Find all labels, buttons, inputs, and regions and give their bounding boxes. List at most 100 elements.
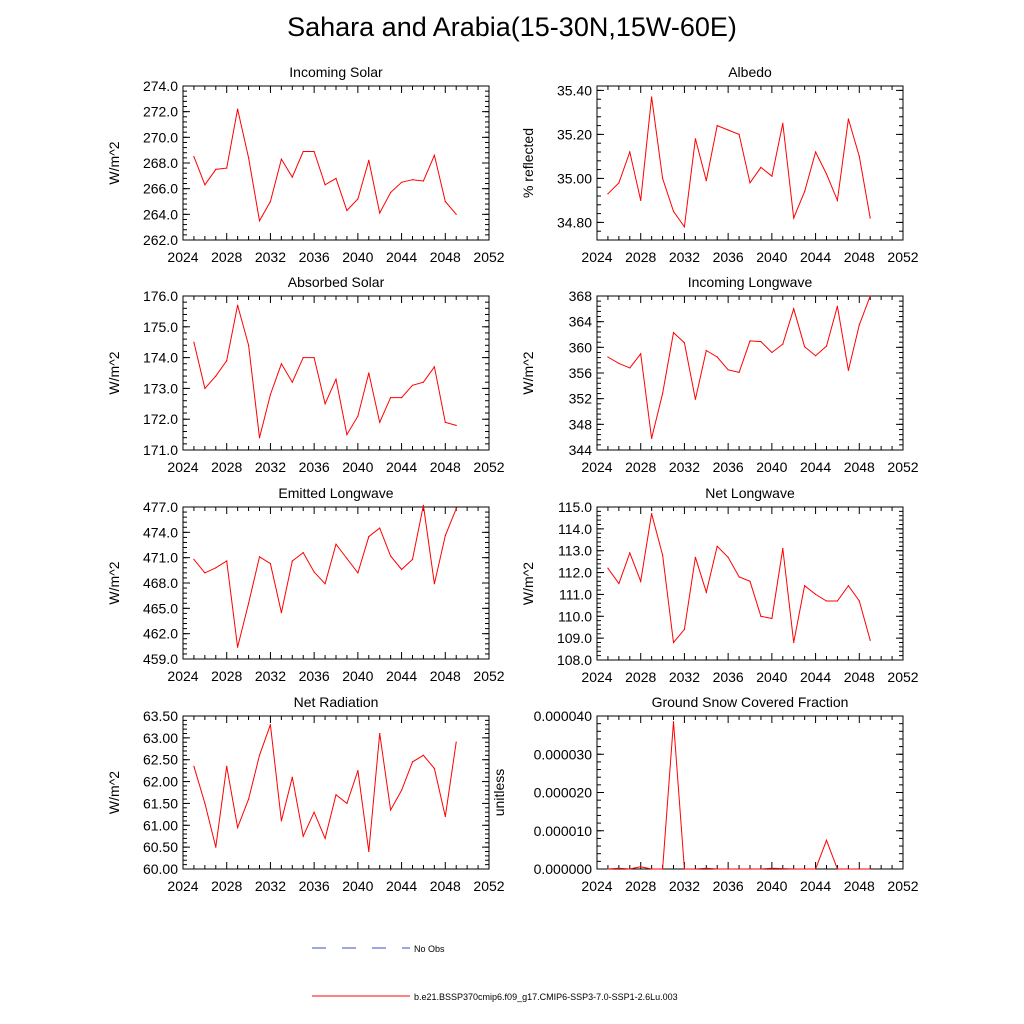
data-point	[280, 363, 282, 365]
x-tick-label: 2040	[342, 878, 373, 894]
legend-label: b.e21.BSSP370cmip6.f09_g17.CMIP6-SSP3-7.…	[414, 992, 678, 1002]
data-point	[215, 168, 217, 170]
data-point	[324, 184, 326, 186]
data-point	[683, 868, 686, 870]
data-point	[357, 572, 359, 574]
legend: No Obs b.e21.BSSP370cmip6.f09_g17.CMIP6-S…	[312, 944, 678, 1002]
data-point	[269, 563, 271, 565]
data-point	[749, 580, 751, 582]
data-point	[411, 384, 414, 386]
data-point	[672, 332, 675, 334]
x-tick-label: 2048	[844, 249, 875, 265]
y-tick-label: 112.0	[558, 565, 592, 581]
y-tick-label: 35.00	[557, 170, 592, 186]
plot-frame	[182, 506, 490, 660]
y-tick-label: 268.0	[143, 155, 178, 171]
data-point	[280, 820, 282, 822]
x-tick-label: 2032	[669, 878, 700, 894]
data-point	[825, 173, 828, 175]
y-tick-label: 344	[569, 442, 593, 458]
x-tick-label: 2052	[473, 878, 504, 894]
x-tick-label: 2028	[625, 669, 656, 685]
data-point	[346, 209, 348, 212]
data-point	[258, 556, 261, 558]
y-tick-label: 471.0	[143, 550, 178, 566]
x-tick-label: 2024	[581, 669, 612, 685]
data-point	[607, 356, 609, 358]
data-point	[269, 200, 271, 203]
x-tick-label: 2048	[430, 878, 461, 894]
panel-title: Net Longwave	[705, 485, 795, 501]
data-point	[433, 583, 435, 585]
data-point	[313, 811, 315, 813]
data-point	[422, 381, 424, 383]
chart-albedo: Albedo 2024 2028 2032 2036 2040 2044 2048 2052 34…	[520, 64, 919, 265]
data-point	[237, 108, 239, 110]
legend-label: No Obs	[414, 944, 445, 954]
chart-incoming-longwave: Incoming Longwave 2024 2028 2032 2036 2040 204…	[520, 274, 919, 475]
data-point	[782, 122, 784, 124]
data-point	[248, 157, 250, 159]
data-point	[858, 600, 860, 602]
figure-title: Sahara and Arabia(15-30N,15W-60E)	[287, 12, 737, 42]
data-point	[346, 802, 348, 805]
data-point	[411, 179, 414, 181]
data-point	[193, 558, 195, 561]
x-tick-label: 2048	[430, 249, 461, 265]
chart-absorbed-solar: Absorbed Solar 2024 2028 2032 2036 2040 2044 20…	[106, 274, 505, 475]
data-point	[640, 353, 642, 355]
x-tick-label: 2032	[669, 669, 700, 685]
data-point	[694, 138, 697, 140]
data-point	[433, 366, 435, 368]
x-tick-label: 2032	[255, 668, 286, 684]
x-tick-label: 2036	[713, 459, 744, 475]
data-point	[226, 360, 228, 362]
panel-title: Net Radiation	[294, 694, 379, 710]
data-point	[815, 593, 817, 596]
y-axis-label: W/m^2	[106, 771, 122, 814]
data-point	[368, 159, 370, 161]
data-point	[760, 166, 762, 168]
data-point	[858, 868, 860, 870]
plot-frame	[182, 295, 490, 451]
y-tick-label: 462.0	[143, 626, 178, 642]
data-point	[248, 344, 250, 346]
y-tick-label: 0.000030	[534, 746, 593, 762]
x-tick-label: 2052	[887, 878, 918, 894]
y-tick-label: 477.0	[143, 499, 178, 515]
y-tick-label: 468.0	[143, 575, 178, 591]
data-point	[825, 839, 828, 841]
data-point	[771, 351, 773, 354]
y-tick-label: 348	[569, 416, 593, 432]
data-point	[444, 200, 446, 203]
data-point	[782, 547, 784, 550]
x-tick-label: 2032	[669, 249, 700, 265]
x-tick-label: 2032	[669, 459, 700, 475]
data-point	[368, 536, 370, 538]
x-tick-label: 2040	[756, 249, 787, 265]
x-tick-label: 2044	[800, 249, 831, 265]
panel-title: Incoming Longwave	[688, 274, 813, 290]
x-tick-label: 2024	[581, 878, 612, 894]
y-tick-label: 61.00	[143, 817, 178, 833]
x-tick-label: 2048	[430, 668, 461, 684]
x-tick-label: 2044	[386, 459, 417, 475]
data-point	[390, 397, 392, 399]
data-point	[379, 421, 381, 423]
data-point	[629, 151, 631, 153]
data-point	[379, 732, 381, 735]
y-tick-label: 0.000010	[534, 823, 593, 839]
data-point	[215, 375, 217, 377]
data-point	[782, 868, 784, 870]
y-axis-label: W/m^2	[106, 141, 122, 184]
data-point	[444, 815, 446, 818]
x-tick-label: 2040	[342, 249, 373, 265]
data-point	[662, 177, 664, 179]
data-point	[258, 754, 261, 756]
data-point	[716, 545, 718, 547]
data-point	[804, 868, 806, 870]
data-point	[760, 615, 762, 617]
data-point	[204, 184, 206, 186]
data-point	[705, 591, 707, 593]
series-line	[607, 295, 871, 439]
